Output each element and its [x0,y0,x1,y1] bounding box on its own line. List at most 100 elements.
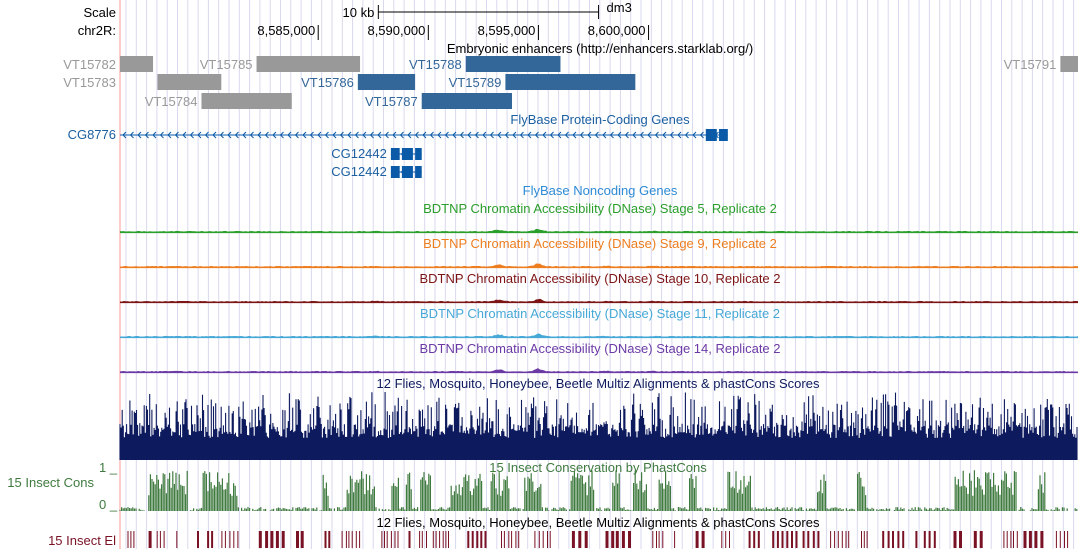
strand-arrow [587,131,592,139]
strand-arrow [392,131,397,139]
elements-side-label[interactable]: 15 Insect El [48,533,116,548]
dnase-track-title-stage[interactable]: BDTNP Chromatin Accessibility (DNase) St… [423,236,777,251]
enhancer-label-VT15782[interactable]: VT15782 [63,57,116,72]
strand-arrow [377,131,382,139]
strand-arrow [647,131,652,139]
dnase-track-title-stage[interactable]: BDTNP Chromatin Accessibility (DNase) St… [419,341,780,356]
gene-exon[interactable] [401,148,413,160]
strand-arrow [534,131,539,139]
strand-arrow [294,131,299,139]
strand-arrow [497,131,502,139]
strand-arrow [692,131,697,139]
enhancer-VT15789[interactable] [505,74,636,90]
strand-arrow [579,131,584,139]
strand-arrow [444,131,449,139]
strand-arrow [467,131,472,139]
elements-track-title[interactable]: 12 Flies, Mosquito, Honeybee, Beetle Mul… [377,515,820,530]
dnase-track-title-stage[interactable]: BDTNP Chromatin Accessibility (DNase) St… [420,306,780,321]
dnase-signal-stage[interactable] [119,368,1078,373]
ruler-position-label: 8,585,000 [257,23,315,38]
ruler-position-label: 8,590,000 [367,23,425,38]
dnase-track-title-stage[interactable]: BDTNP Chromatin Accessibility (DNase) St… [423,201,777,216]
strand-arrow [204,131,209,139]
strand-arrow [632,131,637,139]
multiz-track-title[interactable]: 12 Flies, Mosquito, Honeybee, Beetle Mul… [377,376,820,391]
protein-genes-track-title[interactable]: FlyBase Protein-Coding Genes [510,112,690,127]
phastcons-ymax-label: 1 _ [99,460,118,475]
strand-arrow [422,131,427,139]
enhancer-label-VT15785[interactable]: VT15785 [200,57,253,72]
strand-arrow [677,131,682,139]
enhancer-VT15784[interactable] [201,93,292,109]
enhancer-VT15783[interactable] [157,74,222,90]
dnase-signal-stage[interactable] [119,263,1078,268]
noncoding-track-title[interactable]: FlyBase Noncoding Genes [523,183,678,198]
dnase-signal-stage[interactable] [119,298,1078,303]
strand-arrow [144,131,149,139]
strand-arrow [557,131,562,139]
strand-arrow [369,131,374,139]
phastcons-track-title[interactable]: 15 Insect Conservation by PhastCons [489,460,707,475]
multiz-bars [119,392,1078,460]
gene-exon[interactable] [390,166,400,178]
strand-arrow [624,131,629,139]
chromosome-label: chr2R: [77,23,116,38]
scale-bar-text: 10 kb [343,5,375,20]
gene-label-CG12442[interactable]: CG12442 [331,164,387,179]
strand-arrow [512,131,517,139]
strand-arrow [452,131,457,139]
gene-exon[interactable] [705,129,717,141]
multiz-signal[interactable] [119,392,1078,460]
gene-exon[interactable] [415,166,422,178]
gene-CG12442[interactable] [390,148,422,160]
strand-arrow [602,131,607,139]
dnase-signal-stage[interactable] [119,333,1078,338]
strand-arrow [182,131,187,139]
strand-arrow [459,131,464,139]
strand-arrow [429,131,434,139]
strand-arrow [482,131,487,139]
dnase-signal-stage[interactable] [119,228,1078,233]
enhancer-VT15782[interactable] [120,56,154,72]
strand-arrow [669,131,674,139]
gene-CG8776[interactable] [120,129,728,141]
enhancer-label-VT15786[interactable]: VT15786 [301,75,354,90]
strand-arrow [279,131,284,139]
enhancer-label-VT15783[interactable]: VT15783 [63,75,116,90]
phastcons-bars[interactable] [119,470,1078,511]
strand-arrow [129,131,134,139]
strand-arrow [384,131,389,139]
conserved-elements-bars[interactable] [127,531,1069,548]
strand-arrow [527,131,532,139]
strand-arrow [639,131,644,139]
strand-arrow [152,131,157,139]
enhancer-VT15786[interactable] [357,74,416,90]
enhancers-track-title[interactable]: Embryonic enhancers (http://enhancers.st… [447,41,753,56]
strand-arrow [684,131,689,139]
enhancer-label-VT15784[interactable]: VT15784 [145,94,198,109]
enhancer-VT15791[interactable] [1060,56,1078,72]
strand-arrow [227,131,232,139]
gene-label-CG8776[interactable]: CG8776 [68,127,116,142]
phastcons-side-label[interactable]: 15 Insect Cons [7,475,94,490]
strand-arrow [654,131,659,139]
strand-arrow [302,131,307,139]
gene-label-CG12442[interactable]: CG12442 [331,146,387,161]
gene-exon[interactable] [415,148,422,160]
gene-exon[interactable] [719,129,728,141]
enhancer-VT15785[interactable] [256,56,361,72]
enhancer-VT15788[interactable] [465,56,561,72]
enhancer-label-VT15791[interactable]: VT15791 [1004,57,1057,72]
gene-exon[interactable] [401,166,413,178]
enhancer-label-VT15789[interactable]: VT15789 [449,75,502,90]
enhancer-label-VT15787[interactable]: VT15787 [365,94,418,109]
strand-arrow [414,131,419,139]
strand-arrow [662,131,667,139]
gene-CG12442[interactable] [390,166,422,178]
enhancer-VT15787[interactable] [421,93,513,109]
gene-exon[interactable] [390,148,400,160]
dnase-track-title-stage[interactable]: BDTNP Chromatin Accessibility (DNase) St… [419,271,780,286]
enhancer-label-VT15788[interactable]: VT15788 [409,57,462,72]
